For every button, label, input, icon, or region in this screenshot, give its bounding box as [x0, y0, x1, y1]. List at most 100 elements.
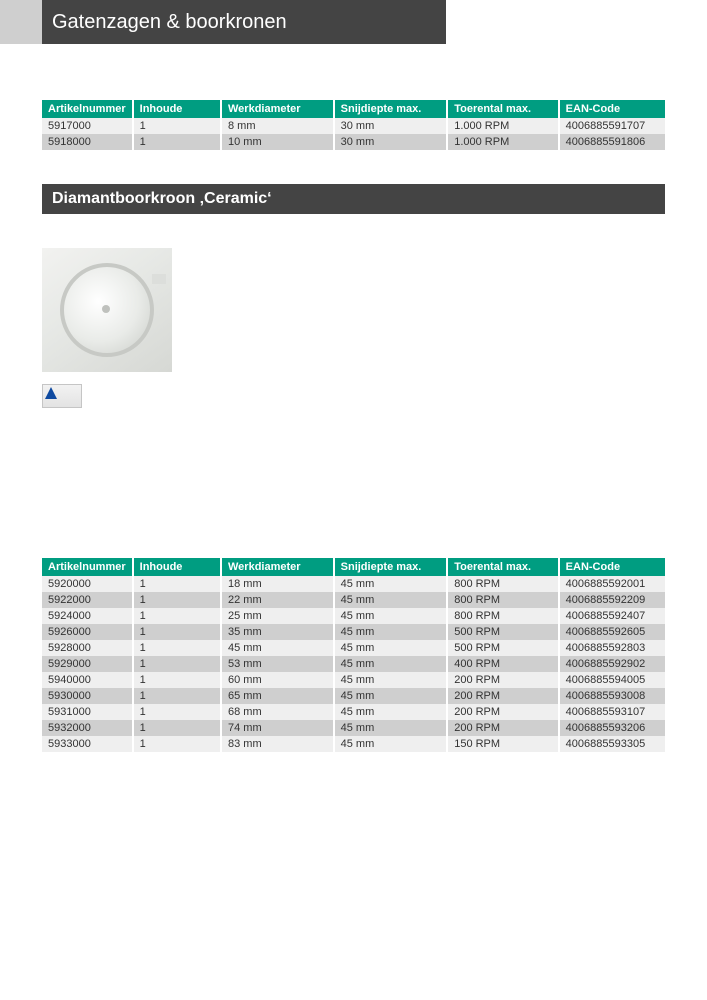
cell-to: 1.000 RPM: [447, 118, 558, 134]
table-row: 5929000153 mm45 mm400 RPM4006885592902: [42, 656, 665, 672]
cell-to: 500 RPM: [447, 624, 558, 640]
cell-to: 200 RPM: [447, 704, 558, 720]
cell-to: 200 RPM: [447, 688, 558, 704]
cell-wd: 25 mm: [221, 608, 334, 624]
cell-wd: 65 mm: [221, 688, 334, 704]
cell-to: 200 RPM: [447, 720, 558, 736]
col-ean: EAN-Code: [559, 558, 665, 576]
section-title: Diamantboorkroon ‚Ceramic‘: [42, 184, 665, 214]
table-row: 5928000145 mm45 mm500 RPM4006885592803: [42, 640, 665, 656]
cell-sn: 45 mm: [334, 688, 448, 704]
cell-wd: 53 mm: [221, 656, 334, 672]
cell-wd: 10 mm: [221, 134, 334, 150]
table-row: 591700018 mm30 mm1.000 RPM4006885591707: [42, 118, 665, 134]
header-dark-block: Gatenzagen & boorkronen: [42, 0, 446, 44]
cell-to: 800 RPM: [447, 608, 558, 624]
table-2: Artikelnummer Inhoude Werkdiameter Snijd…: [42, 558, 665, 752]
cell-wd: 22 mm: [221, 592, 334, 608]
col-werkdiameter: Werkdiameter: [221, 558, 334, 576]
cell-inh: 1: [133, 134, 221, 150]
cell-wd: 18 mm: [221, 576, 334, 592]
cell-to: 1.000 RPM: [447, 134, 558, 150]
cell-to: 150 RPM: [447, 736, 558, 752]
col-snijdiepte: Snijdiepte max.: [334, 100, 448, 118]
cell-art: 5940000: [42, 672, 133, 688]
cell-sn: 45 mm: [334, 656, 448, 672]
col-artikelnummer: Artikelnummer: [42, 100, 133, 118]
col-inhoude: Inhoude: [133, 558, 221, 576]
cell-to: 400 RPM: [447, 656, 558, 672]
certification-badge-icon: [42, 384, 82, 408]
product-shank-icon: [152, 274, 166, 284]
cell-wd: 8 mm: [221, 118, 334, 134]
cell-ean: 4006885592803: [559, 640, 665, 656]
table-row: 5918000110 mm30 mm1.000 RPM4006885591806: [42, 134, 665, 150]
col-werkdiameter: Werkdiameter: [221, 100, 334, 118]
cell-art: 5929000: [42, 656, 133, 672]
product-image: [42, 248, 172, 372]
cell-to: 500 RPM: [447, 640, 558, 656]
cell-sn: 45 mm: [334, 704, 448, 720]
cell-wd: 60 mm: [221, 672, 334, 688]
cell-art: 5928000: [42, 640, 133, 656]
cell-ean: 4006885593107: [559, 704, 665, 720]
header-gray-block: [0, 0, 42, 44]
cell-inh: 1: [133, 688, 221, 704]
cell-wd: 74 mm: [221, 720, 334, 736]
cell-to: 800 RPM: [447, 576, 558, 592]
cell-sn: 45 mm: [334, 624, 448, 640]
cell-ean: 4006885592902: [559, 656, 665, 672]
cell-art: 5918000: [42, 134, 133, 150]
cell-wd: 35 mm: [221, 624, 334, 640]
table-row: 5930000165 mm45 mm200 RPM4006885593008: [42, 688, 665, 704]
cell-ean: 4006885592407: [559, 608, 665, 624]
cell-ean: 4006885594005: [559, 672, 665, 688]
cell-to: 800 RPM: [447, 592, 558, 608]
cell-ean: 4006885593008: [559, 688, 665, 704]
product-cylinder-icon: [60, 263, 154, 357]
col-snijdiepte: Snijdiepte max.: [334, 558, 448, 576]
cell-art: 5920000: [42, 576, 133, 592]
table-header-row: Artikelnummer Inhoude Werkdiameter Snijd…: [42, 558, 665, 576]
cell-art: 5924000: [42, 608, 133, 624]
cell-art: 5931000: [42, 704, 133, 720]
cell-inh: 1: [133, 118, 221, 134]
col-inhoude: Inhoude: [133, 100, 221, 118]
spacer: [42, 408, 665, 558]
page-header: Gatenzagen & boorkronen: [0, 0, 446, 44]
cell-ean: 4006885593305: [559, 736, 665, 752]
cell-wd: 45 mm: [221, 640, 334, 656]
table-row: 5933000183 mm45 mm150 RPM4006885593305: [42, 736, 665, 752]
table-row: 5926000135 mm45 mm500 RPM4006885592605: [42, 624, 665, 640]
col-toerental: Toerental max.: [447, 100, 558, 118]
cell-inh: 1: [133, 592, 221, 608]
table-row: 5932000174 mm45 mm200 RPM4006885593206: [42, 720, 665, 736]
cell-to: 200 RPM: [447, 672, 558, 688]
cell-ean: 4006885591806: [559, 134, 665, 150]
cell-sn: 30 mm: [334, 134, 448, 150]
cell-art: 5917000: [42, 118, 133, 134]
cell-ean: 4006885593206: [559, 720, 665, 736]
cell-sn: 45 mm: [334, 720, 448, 736]
cell-art: 5932000: [42, 720, 133, 736]
cell-wd: 83 mm: [221, 736, 334, 752]
table-row: 5940000160 mm45 mm200 RPM4006885594005: [42, 672, 665, 688]
cell-art: 5933000: [42, 736, 133, 752]
cell-inh: 1: [133, 672, 221, 688]
cell-sn: 45 mm: [334, 640, 448, 656]
cell-inh: 1: [133, 720, 221, 736]
cell-art: 5922000: [42, 592, 133, 608]
col-ean: EAN-Code: [559, 100, 665, 118]
content: Artikelnummer Inhoude Werkdiameter Snijd…: [42, 100, 665, 752]
cell-ean: 4006885591707: [559, 118, 665, 134]
cell-sn: 45 mm: [334, 592, 448, 608]
table-1: Artikelnummer Inhoude Werkdiameter Snijd…: [42, 100, 665, 150]
cell-inh: 1: [133, 608, 221, 624]
cell-inh: 1: [133, 704, 221, 720]
col-artikelnummer: Artikelnummer: [42, 558, 133, 576]
cell-ean: 4006885592605: [559, 624, 665, 640]
cell-ean: 4006885592001: [559, 576, 665, 592]
cell-sn: 45 mm: [334, 576, 448, 592]
cell-inh: 1: [133, 576, 221, 592]
cell-art: 5930000: [42, 688, 133, 704]
